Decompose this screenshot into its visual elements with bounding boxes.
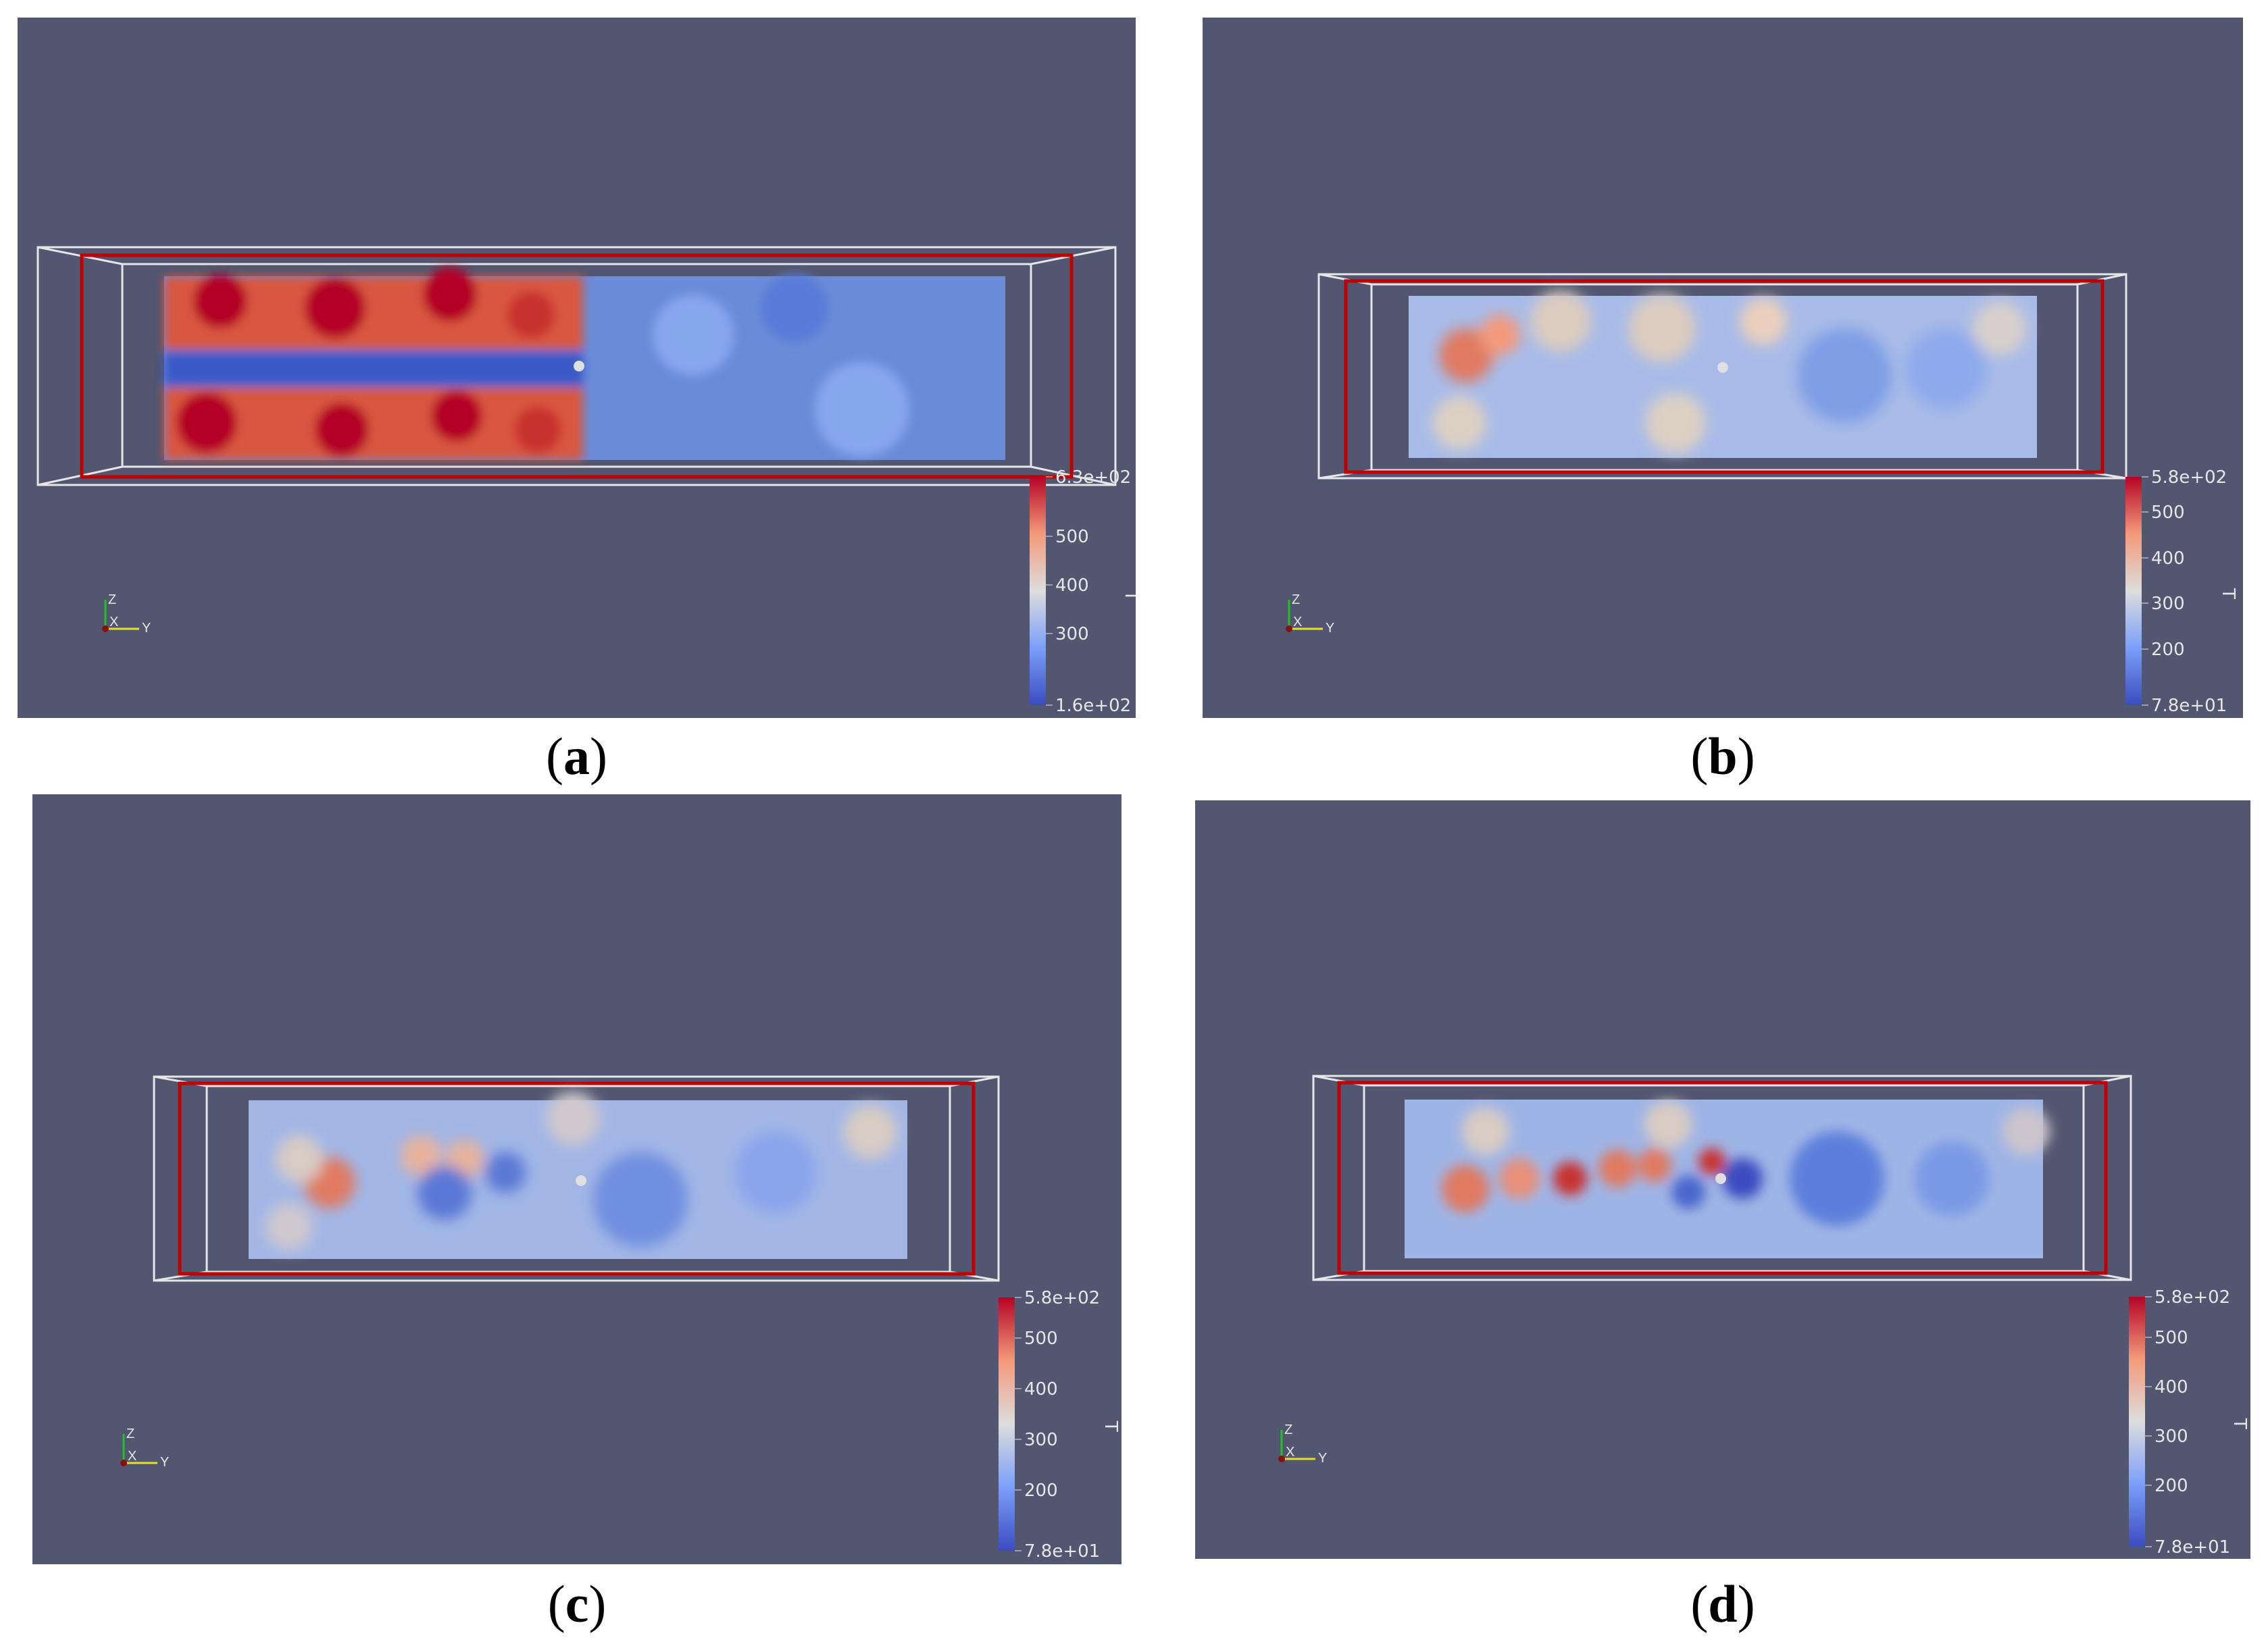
colorbar-tick-label: 400 (2151, 548, 2185, 569)
colorbar-tick-label: 300 (2154, 1426, 2188, 1447)
temperature-field-b (1409, 291, 2037, 458)
axis-y-label: Y (142, 621, 151, 636)
axis-y-label: Y (160, 1455, 169, 1470)
scene-c: 5.8e+02 500 400 300 200 7.8e+01 T Z X Y (120, 1075, 1121, 1562)
axis-z-label: Z (126, 1426, 134, 1441)
temperature-field-d (1405, 1100, 2050, 1258)
orientation-axes-d: Z X Y (1278, 1422, 1327, 1466)
colorbar-b: 5.8e+02 500 400 300 200 7.8e+01 T (2125, 467, 2238, 716)
colorbar-max-label: 5.8e+02 (1024, 1288, 1100, 1308)
colorbar-a: 6.3e+02 500 400 300 1.6e+02 T (1030, 467, 1136, 716)
probe-marker-a (574, 361, 584, 371)
probe-marker-c (576, 1175, 586, 1186)
axis-z-label: Z (1284, 1422, 1292, 1437)
colorbar-max-label: 5.8e+02 (2154, 1287, 2230, 1308)
colorbar-tick-label: 200 (2154, 1476, 2188, 1496)
orientation-axes-c: Z X Y (120, 1426, 169, 1470)
axis-x-label: X (1293, 615, 1302, 629)
colorbar-title: T (2218, 588, 2238, 599)
axis-y-label: Y (1326, 621, 1334, 636)
colorbar-title: T (1121, 590, 1136, 601)
caption-d: (d) (1690, 1574, 1755, 1633)
colorbar-max-label: 6.3e+02 (1055, 467, 1131, 488)
axis-x-label: X (109, 615, 118, 629)
scene-d: 5.8e+02 500 400 300 200 7.8e+01 T Z X Y (1278, 1075, 2250, 1558)
probe-marker-b (1717, 362, 1728, 373)
orientation-axes-b: Z X Y (1286, 592, 1334, 636)
colorbar-tick-label: 300 (1055, 624, 1089, 644)
axis-z-label: Z (108, 592, 116, 607)
colorbar-c: 5.8e+02 500 400 300 200 7.8e+01 T (999, 1288, 1121, 1562)
colorbar-tick-label: 500 (2151, 503, 2185, 523)
colorbar-tick-label: 400 (2154, 1377, 2188, 1397)
scene-a: 6.3e+02 500 400 300 1.6e+02 T Z X Y (36, 246, 1136, 716)
orientation-axes-a: Z X Y (102, 592, 151, 636)
red-frame-c (178, 1081, 976, 1276)
colorbar-tick-label: 200 (1024, 1481, 1058, 1501)
colorbar-tick-label: 500 (1055, 527, 1089, 547)
domain-outline-c (153, 1075, 1000, 1282)
colorbar-tick-label: 300 (2151, 594, 2185, 614)
colorbar-tick-label: 500 (2154, 1328, 2188, 1348)
red-frame-d (1337, 1081, 2108, 1275)
render-view-b[interactable]: 5.8e+02 500 400 300 200 7.8e+01 T Z X Y (1203, 18, 2243, 718)
caption-c: (c) (547, 1574, 607, 1633)
colorbar-title: T (2229, 1418, 2250, 1429)
colorbar-tick-label: 500 (1024, 1329, 1058, 1349)
render-view-d[interactable]: 5.8e+02 500 400 300 200 7.8e+01 T Z X Y (1195, 800, 2250, 1559)
colorbar-title: T (1101, 1420, 1121, 1432)
caption-b: (b) (1690, 727, 1755, 786)
colorbar-max-label: 5.8e+02 (2151, 467, 2227, 488)
red-frame-b (1344, 279, 2105, 474)
axis-x-label: X (128, 1449, 136, 1464)
colorbar-min-label: 7.8e+01 (2154, 1537, 2230, 1558)
colorbar-d: 5.8e+02 500 400 300 200 7.8e+01 T (2129, 1287, 2250, 1558)
axis-x-label: X (1286, 1445, 1294, 1460)
domain-outline-a (36, 246, 1117, 486)
colorbar-tick-label: 400 (1055, 575, 1089, 596)
caption-a: (a) (546, 727, 607, 786)
scene-b: 5.8e+02 500 400 300 200 7.8e+01 T Z X Y (1286, 273, 2238, 716)
probe-marker-d (1715, 1173, 1726, 1184)
colorbar-tick-label: 300 (1024, 1430, 1058, 1450)
render-view-c[interactable]: 5.8e+02 500 400 300 200 7.8e+01 T Z X Y (32, 794, 1122, 1564)
colorbar-tick-label: 200 (2151, 640, 2185, 660)
colorbar-min-label: 1.6e+02 (1055, 696, 1131, 716)
axis-y-label: Y (1318, 1451, 1327, 1466)
temperature-field-a (164, 267, 1005, 460)
render-view-a[interactable]: 6.3e+02 500 400 300 1.6e+02 T Z X Y (18, 18, 1136, 718)
colorbar-min-label: 7.8e+01 (1024, 1541, 1100, 1562)
red-frame-a (80, 253, 1074, 479)
axis-z-label: Z (1292, 592, 1300, 607)
temperature-field-c (249, 1091, 907, 1259)
colorbar-min-label: 7.8e+01 (2151, 696, 2227, 716)
colorbar-tick-label: 400 (1024, 1379, 1058, 1399)
